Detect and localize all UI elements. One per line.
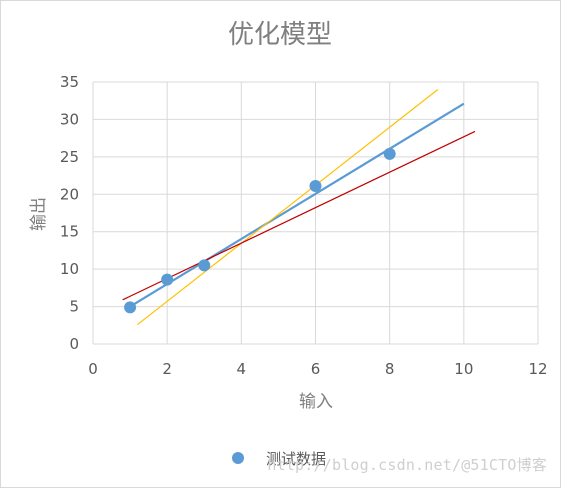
- y-tick-label: 20: [60, 185, 79, 203]
- fit-line-0: [129, 102, 465, 308]
- y-tick-label: 35: [60, 73, 79, 91]
- fit-lines: [122, 89, 476, 326]
- x-tick-label: 10: [454, 360, 473, 378]
- x-tick-label: 4: [237, 360, 247, 378]
- x-axis-tick-labels: 0 2 4 6 8 10 12: [88, 360, 547, 378]
- x-tick-label: 12: [528, 360, 547, 378]
- y-axis-label: 输出: [29, 197, 49, 231]
- y-tick-label: 30: [60, 110, 79, 128]
- plot-grid: [92, 81, 539, 345]
- legend-marker: [232, 452, 244, 464]
- data-point: [383, 147, 396, 160]
- y-axis-tick-labels: 0 5 10 15 20 25 30 35: [60, 73, 79, 353]
- x-axis-label: 输入: [299, 392, 333, 412]
- y-tick-label: 25: [60, 148, 79, 166]
- data-point: [124, 301, 137, 314]
- x-tick-label: 6: [311, 360, 321, 378]
- y-tick-label: 0: [69, 335, 79, 353]
- chart-title: 优化模型: [228, 20, 332, 50]
- x-tick-label: 8: [385, 360, 395, 378]
- legend: 测试数据: [232, 450, 326, 468]
- x-tick-label: 2: [162, 360, 172, 378]
- x-tick-label: 0: [88, 360, 98, 378]
- y-tick-label: 15: [60, 223, 79, 241]
- legend-label: 测试数据: [266, 450, 326, 468]
- fit-line-2: [122, 130, 476, 301]
- data-point: [161, 273, 174, 286]
- data-points: [124, 147, 396, 314]
- fit-line-1: [137, 89, 439, 326]
- watermark: http://blog.csdn.net/@51CTO博客: [267, 456, 547, 474]
- data-point: [309, 180, 322, 193]
- y-tick-label: 10: [60, 260, 79, 278]
- data-point: [198, 259, 211, 272]
- y-tick-label: 5: [69, 298, 79, 316]
